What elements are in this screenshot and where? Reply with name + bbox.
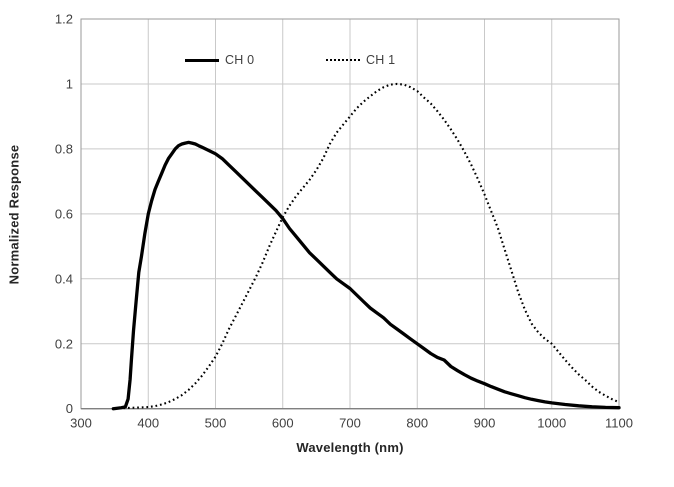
y-axis-title: Normalized Response (6, 144, 22, 285)
y-tick-label: 1.2 (55, 12, 73, 27)
legend-line-sample-dotted (326, 59, 360, 61)
x-tick-label: 800 (406, 416, 428, 431)
x-tick-label: 300 (70, 416, 92, 431)
legend-label-ch1: CH 1 (366, 53, 396, 67)
legend-label-ch0: CH 0 (225, 53, 255, 67)
legend-item-ch1: CH 1 (326, 53, 395, 67)
x-tick-label: 400 (137, 416, 159, 431)
x-tick-label: 500 (205, 416, 227, 431)
legend-item-ch0: CH 0 (185, 53, 254, 67)
x-tick-label: 1000 (537, 416, 566, 431)
y-tick-label: 0.2 (55, 336, 73, 351)
y-tick-label: 0 (66, 401, 73, 416)
y-tick-label: 0.4 (55, 271, 73, 286)
x-tick-label: 900 (474, 416, 496, 431)
legend-line-sample-solid (185, 58, 219, 62)
y-tick-label: 1 (66, 76, 73, 91)
x-tick-label: 700 (339, 416, 361, 431)
series-line-ch-1 (123, 82, 620, 410)
y-tick-label: 0.6 (55, 206, 73, 221)
x-tick-label: 600 (272, 416, 294, 431)
x-axis-title: Wavelength (nm) (296, 440, 404, 455)
y-tick-label: 0.8 (55, 141, 73, 156)
x-tick-label: 1100 (605, 416, 633, 431)
series-line-ch-0 (111, 140, 621, 411)
